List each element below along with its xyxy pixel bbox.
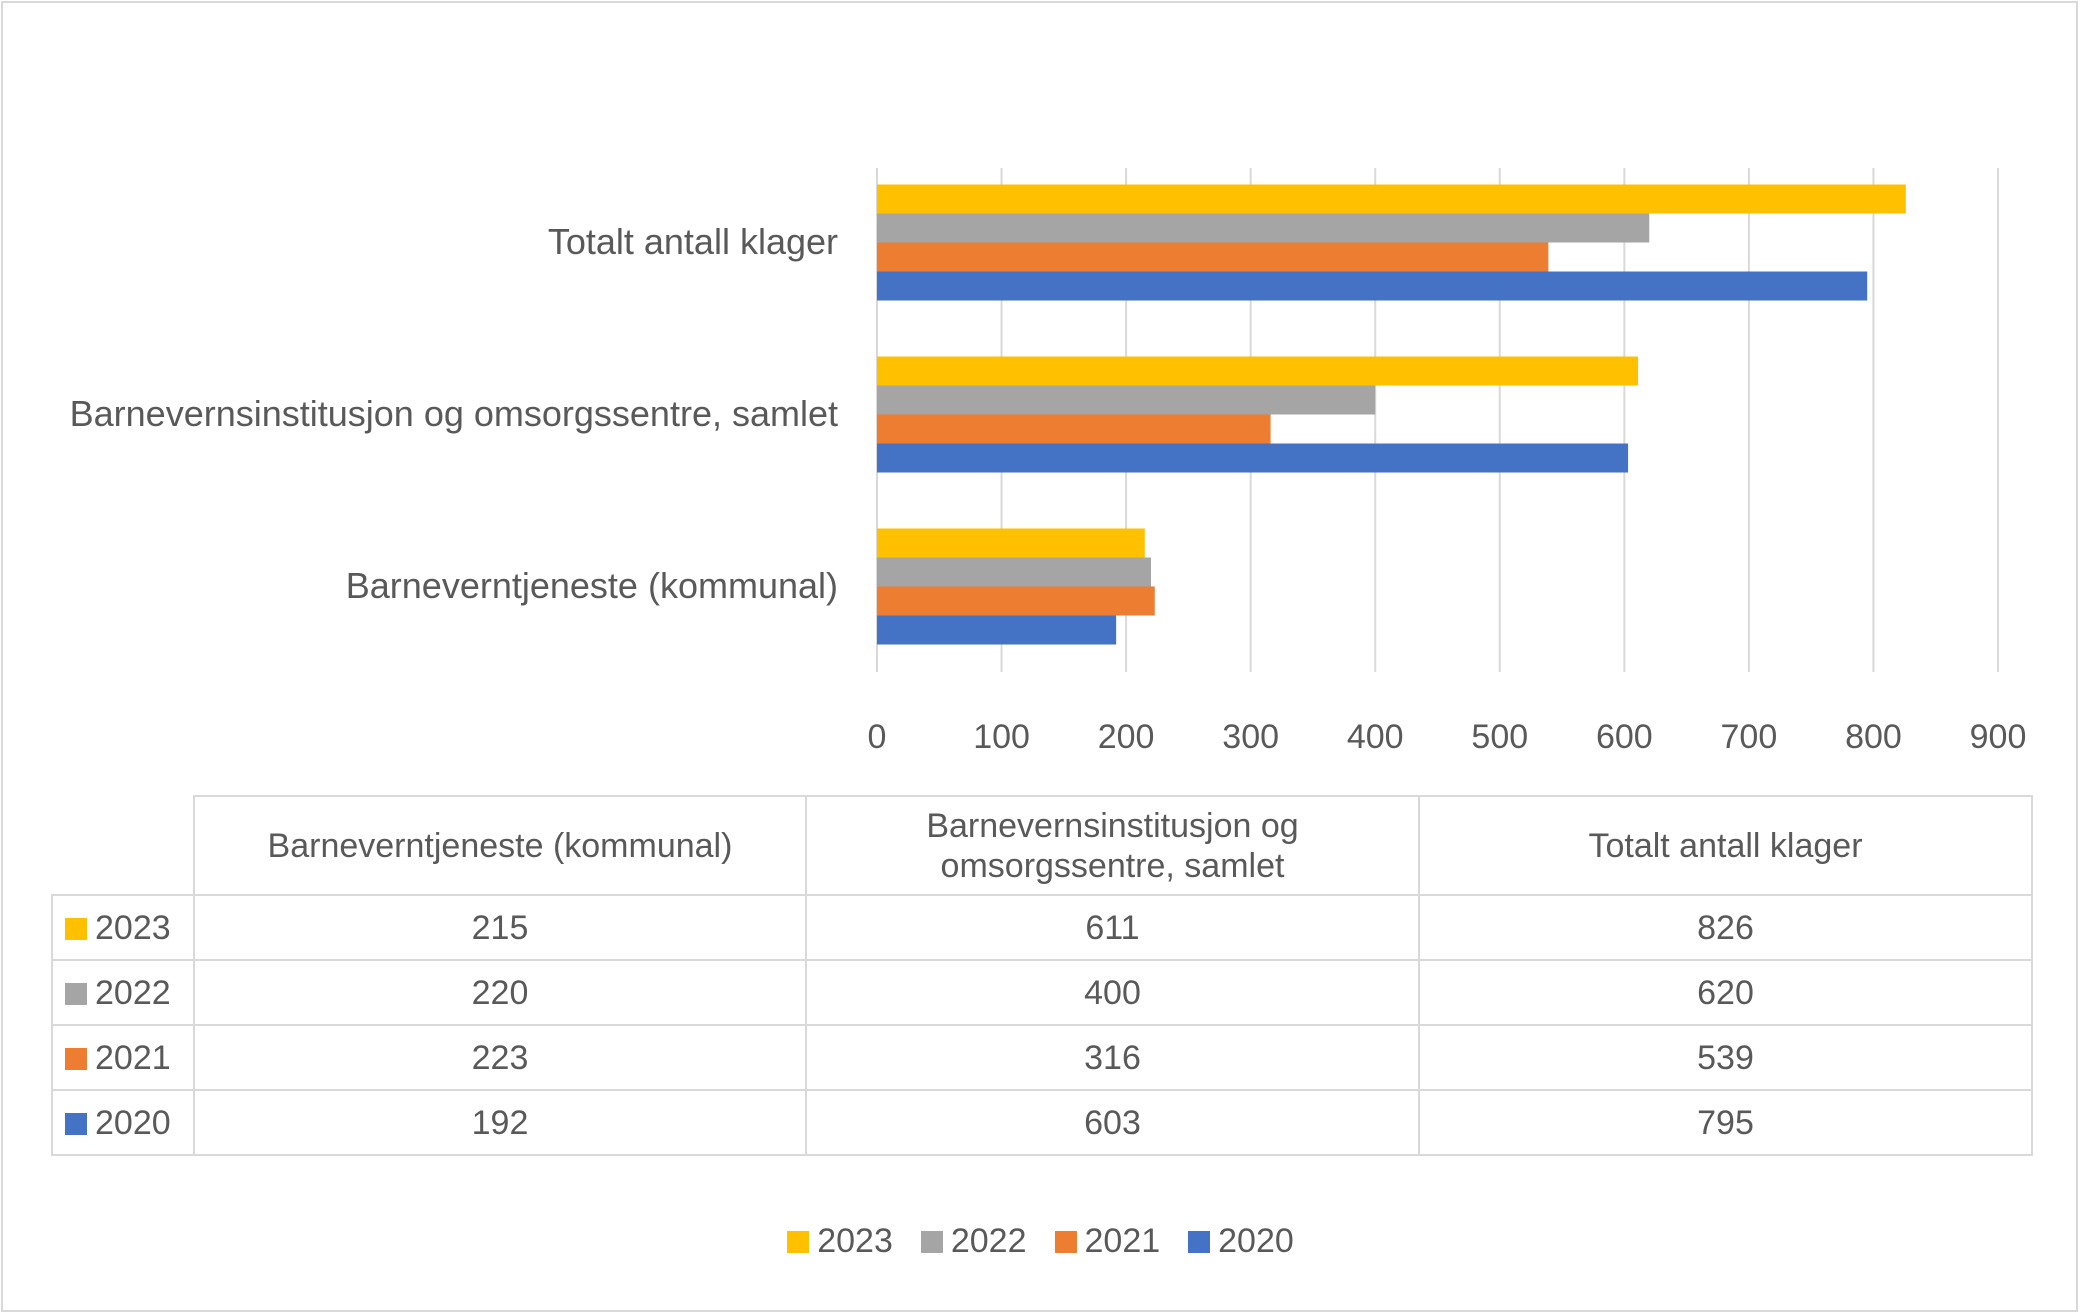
legend-label: 2023: [817, 1222, 893, 1260]
x-tick-label-900: 900: [1970, 718, 2027, 756]
table-cell-2022-cat-2: 400: [805, 959, 1420, 1026]
legend-item-2020: 2020: [1188, 1222, 1294, 1261]
legend-item-2021: 2021: [1054, 1222, 1161, 1261]
bar-2020-cat-3: [877, 271, 1868, 301]
legend-swatch-icon: [920, 1231, 943, 1253]
data-table: Barneverntjeneste (kommunal) Barnevernsi…: [51, 795, 2033, 1156]
table-cell-2023-cat-1: 215: [193, 894, 807, 961]
table-row: 2022 220 400 620: [51, 959, 2033, 1026]
x-tick-label-600: 600: [1596, 718, 1653, 756]
legend-label: 2021: [1084, 1222, 1161, 1260]
table-row: 2020 192 603 795: [51, 1089, 2033, 1156]
table-cell-2020-cat-2: 603: [805, 1089, 1420, 1156]
table-row-label: 2023: [95, 908, 171, 947]
legend-swatch-icon: [65, 917, 87, 940]
legend-item-2022: 2022: [920, 1222, 1027, 1261]
legend-swatch-icon: [65, 1047, 87, 1070]
table-cell-2023-cat-2: 611: [805, 894, 1420, 961]
x-tick-label-200: 200: [1098, 718, 1155, 756]
table-row-label: 2022: [95, 973, 171, 1012]
category-label-2: Barnevernsinstitusjon og omsorgssentre, …: [70, 393, 838, 434]
legend-swatch-icon: [65, 1112, 87, 1135]
table-cell-2021-cat-1: 223: [193, 1024, 807, 1091]
table-row-label: 2021: [95, 1038, 171, 1077]
table-row: 2023 215 611 826: [51, 894, 2033, 961]
table-row-key: 2021: [51, 1024, 195, 1091]
x-tick-label-100: 100: [973, 718, 1030, 756]
bar-2022-cat-1: [877, 557, 1152, 587]
category-label-1: Barneverntjeneste (kommunal): [346, 565, 838, 606]
legend: 2023 2022 2021 2020: [0, 1222, 2081, 1261]
bar-2020-cat-2: [877, 443, 1629, 473]
x-tick-label-700: 700: [1721, 718, 1778, 756]
x-tick-label-500: 500: [1471, 718, 1528, 756]
legend-swatch-icon: [65, 982, 87, 1005]
bar-2023-cat-2: [877, 356, 1639, 386]
legend-swatch-icon: [1054, 1231, 1077, 1253]
table-cell-2021-cat-2: 316: [805, 1024, 1420, 1091]
x-tick-label-300: 300: [1222, 718, 1279, 756]
category-label-3: Totalt antall klager: [548, 221, 838, 262]
table-cell-2020-cat-1: 192: [193, 1089, 807, 1156]
table-corner: [52, 796, 195, 896]
table-cell-2022-cat-3: 620: [1418, 959, 2033, 1026]
x-tick-label-400: 400: [1347, 718, 1404, 756]
table-header-row: Barneverntjeneste (kommunal) Barnevernsi…: [52, 795, 2033, 896]
table-cell-2021-cat-3: 539: [1418, 1024, 2033, 1091]
legend-item-2023: 2023: [787, 1222, 893, 1261]
table-row: 2021 223 316 539: [51, 1024, 2033, 1091]
legend-label: 2022: [950, 1222, 1027, 1260]
legend-swatch-icon: [787, 1231, 810, 1253]
bar-2020-cat-1: [877, 615, 1117, 645]
table-header-cat-3: Totalt antall klager: [1418, 795, 2033, 896]
table-row-key: 2022: [51, 959, 195, 1026]
table-cell-2022-cat-1: 220: [193, 959, 807, 1026]
bar-2021-cat-3: [877, 242, 1549, 272]
table-row-key: 2023: [51, 894, 195, 961]
table-cell-2023-cat-3: 826: [1418, 894, 2033, 961]
table-header-cat-1: Barneverntjeneste (kommunal): [193, 795, 807, 896]
bar-2021-cat-1: [877, 586, 1155, 616]
table-row-key: 2020: [51, 1089, 195, 1156]
legend-label: 2020: [1218, 1222, 1294, 1260]
bar-2022-cat-3: [877, 213, 1650, 243]
bar-2022-cat-2: [877, 385, 1376, 415]
table-header-cat-2: Barnevernsinstitusjon og omsorgssentre, s…: [805, 795, 1420, 896]
legend-swatch-icon: [1188, 1231, 1211, 1253]
bar-2023-cat-3: [877, 184, 1906, 214]
table-cell-2020-cat-3: 795: [1418, 1089, 2033, 1156]
x-tick-label-800: 800: [1845, 718, 1902, 756]
x-tick-label-0: 0: [868, 718, 887, 756]
bar-2023-cat-1: [877, 528, 1145, 558]
table-row-label: 2020: [95, 1103, 171, 1142]
bar-2021-cat-2: [877, 414, 1271, 444]
